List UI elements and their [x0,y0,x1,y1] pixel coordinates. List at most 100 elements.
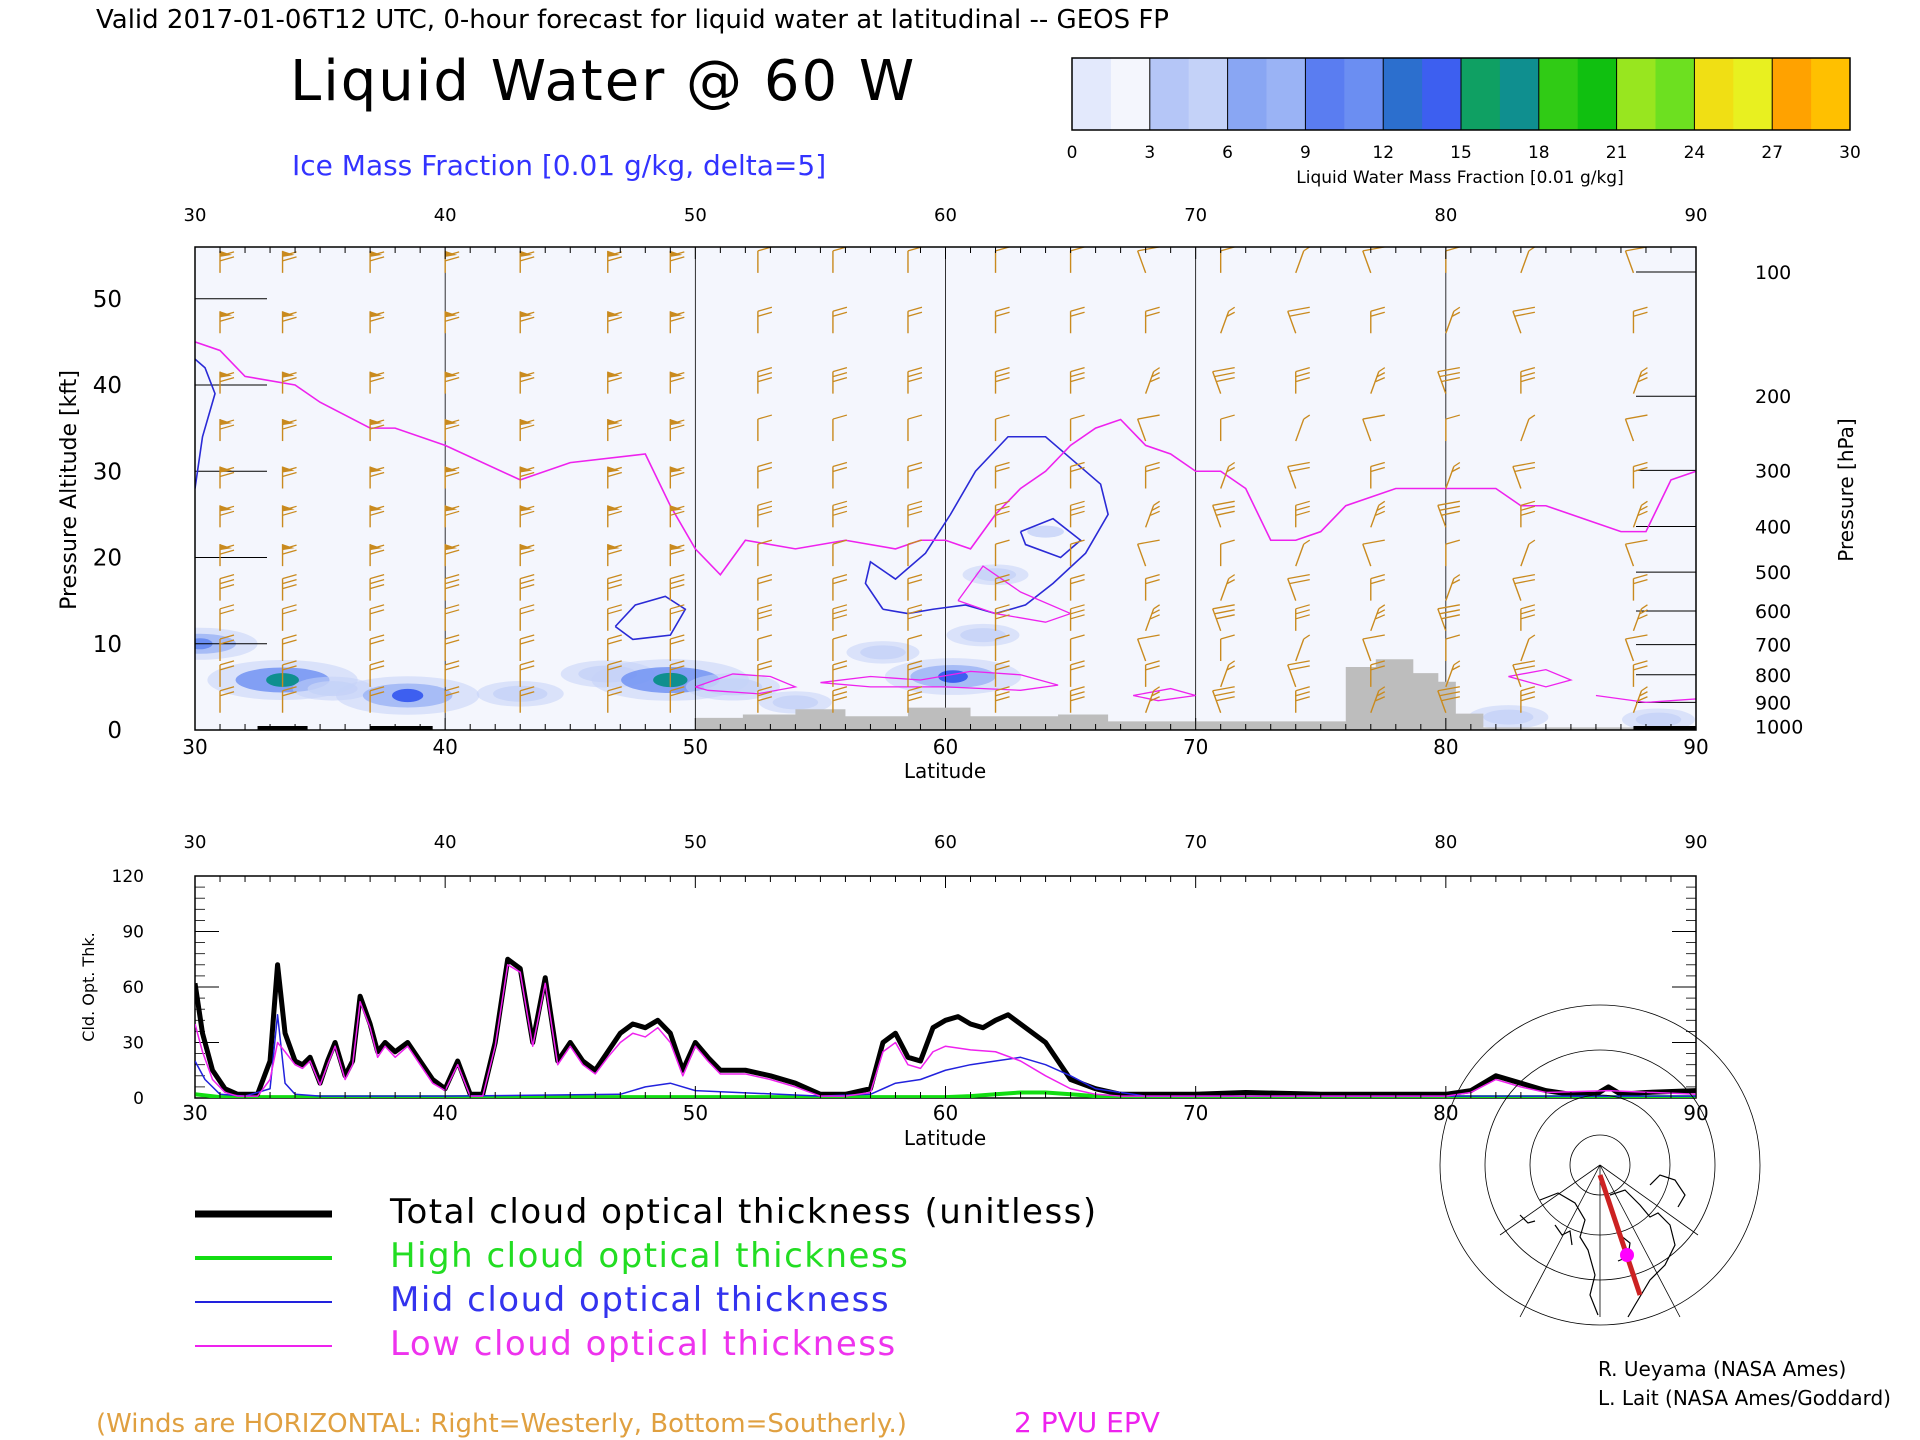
top-axis-ticks: 3030404050506060707080809090010203040501… [93,205,1804,759]
wind-barb [669,505,685,528]
colorbar-tick-label: 24 [1684,143,1706,163]
wind-barb-feather [1639,691,1648,697]
wind-barb-feather [520,311,535,317]
wind-barb [1219,414,1235,442]
wind-barb-feather [1440,376,1460,383]
colorbar-bin [1772,58,1851,130]
wind-barb-staff [1295,250,1305,274]
wind-barb-feather [444,691,460,697]
wind-barb-feather [1637,510,1648,516]
wind-barb-feather [995,696,1010,702]
wind-barb-feather [369,634,385,640]
wind-barb-feather [757,377,773,383]
wind-barb [1069,634,1085,661]
wind-barb-staff [1512,664,1522,688]
wind-barb-feather [1145,466,1160,473]
wind-barb-feather [1145,306,1160,312]
wind-barb [1287,461,1310,489]
wind-barb [369,371,385,394]
bottom-x-tick-label-upper: 40 [434,832,457,853]
wind-barb-feather [757,574,773,580]
wind-barb [832,306,848,334]
wind-barb-feather [282,660,297,666]
wind-barb-feather [444,660,460,666]
wind-barb-feather [444,686,460,692]
bottom-x-tick-label-upper: 80 [1434,832,1457,853]
wind-barb-feather [1633,579,1648,585]
colorbar-bin-shade [1538,58,1578,130]
wind-barb-feather [670,251,685,257]
wind-barb [1624,539,1648,567]
wind-barb [444,466,460,489]
wind-barb [444,574,460,601]
wind-barb-feather [832,414,848,420]
wind-barb [994,604,1010,631]
wind-barb-feather [1150,696,1160,702]
wind-barb [1437,604,1460,632]
wind-barb-feather [1070,377,1085,383]
wind-barb-feather [219,639,235,645]
wind-barb-feather [520,505,535,511]
wind-barb-feather [1362,414,1385,420]
wind-barb-feather [1520,691,1536,697]
wind-barb [1220,660,1236,688]
wind-barb-feather [1633,574,1648,580]
wind-barb-feather [1214,691,1235,697]
wind-barb [219,660,235,687]
wind-barb [607,660,622,687]
wind-barb-feather [1520,500,1536,506]
wind-barb-feather [757,660,773,666]
wind-barb [994,367,1010,394]
wind-barb-feather [282,377,297,383]
wind-barb-feather [907,505,923,511]
wind-barb-staff [1136,638,1147,662]
map-section-line [1597,1174,1643,1296]
wind-barb-feather [1437,366,1460,373]
wind-barb-feather [520,256,535,262]
wind-barb-feather [219,510,235,516]
wind-barb [1220,461,1236,489]
wind-barb [757,574,773,601]
wind-barb-staff [1362,543,1372,567]
wind-barb [669,466,685,489]
wind-barb-feather [444,604,460,610]
wind-barb-feather [282,584,297,590]
wind-barb-feather [1220,539,1235,545]
colorbar-bin-shade [1305,58,1345,130]
wind-barb-feather [369,544,385,550]
wind-barb-feather [219,505,235,511]
wind-barb-feather [995,686,1010,692]
colorbar-tick-label: 9 [1300,143,1311,163]
legend: Total cloud optical thickness (unitless)… [195,1192,1096,1364]
wind-barb-staff [1632,690,1643,713]
wind-barb-feather [995,505,1010,511]
wind-barb [757,367,773,394]
wind-barb-feather [832,604,848,610]
wind-barb-staff [1370,505,1380,528]
wind-barb-feather [1520,372,1536,378]
wind-barb-feather [1303,634,1311,640]
wind-barb-staff [1445,578,1455,601]
wind-barb [444,505,460,528]
wind-barb-feather [282,424,297,430]
wind-barb-staff [1624,543,1635,567]
wind-barb [607,466,622,489]
wind-barb-feather [995,691,1010,697]
wind-barb [1069,306,1085,334]
wind-barb-feather [1145,579,1160,585]
wind-barb-feather [1289,311,1310,317]
bottom-x-tick-label-upper: 70 [1184,832,1207,853]
wind-barb-feather [995,367,1010,373]
wind-barb-feather [520,579,535,585]
wind-barb-feather [219,544,235,550]
wind-barb-feather [1070,466,1085,473]
wind-barb-feather [757,686,773,692]
wind-barb-feather [832,634,848,640]
colorbar: 0 3 6 9 12 15 18 21 24 27 30 [1067,57,1861,163]
wind-barb [1632,686,1648,713]
wind-barb [369,686,385,713]
wind-barb-feather [607,544,622,550]
wind-barb-feather [670,609,685,615]
wind-barb-staff [1136,250,1147,274]
wind-barb [219,574,235,601]
